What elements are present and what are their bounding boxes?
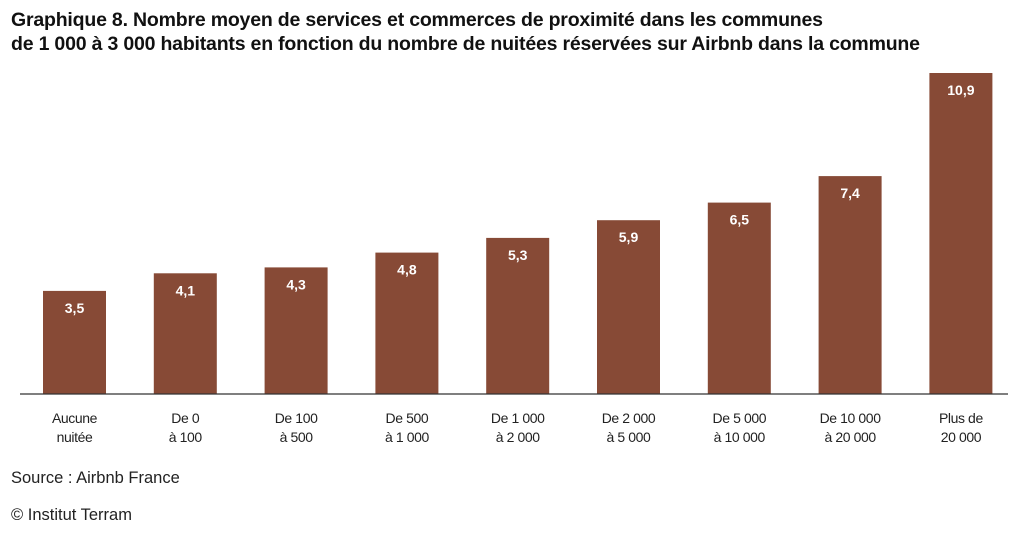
bar-value-label: 3,5 — [65, 300, 85, 316]
copyright-note: © Institut Terram — [11, 506, 132, 524]
chart-title: Graphique 8. Nombre moyen de services et… — [11, 8, 1016, 56]
bar — [707, 202, 771, 394]
bar — [486, 237, 550, 394]
chart-title-prefix: Graphique 8. — [11, 9, 128, 31]
x-tick-label: De 1 000 — [491, 410, 545, 426]
x-tick-label: à 20 000 — [824, 429, 876, 445]
bar — [375, 252, 439, 394]
bar — [818, 176, 882, 394]
x-tick-labels-group: Aucune nuitée De 0 à 100 De 100 à 500 De 500 à … — [52, 410, 984, 445]
bar-value-label: 7,4 — [840, 185, 860, 201]
x-tick-label: De 0 — [171, 410, 200, 426]
bar — [43, 290, 106, 394]
source-note: Source : Airbnb France — [11, 469, 180, 487]
x-tick-label: De 2 000 — [602, 410, 656, 426]
x-tick-label: à 10 000 — [714, 429, 766, 445]
x-tick-label: à 500 — [280, 429, 314, 445]
bar-value-label: 6,5 — [730, 212, 750, 228]
bars-group: 3,5 4,1 4,3 4,8 5,3 5,9 6,5 7,4 10,9 — [43, 73, 993, 394]
bar-value-label: 4,3 — [286, 276, 306, 292]
x-tick-label: à 5 000 — [607, 429, 652, 445]
bar-value-label: 10,9 — [947, 82, 974, 98]
bar — [929, 73, 993, 394]
bar-value-label: 4,8 — [397, 262, 417, 278]
chart-title-line-2: de 1 000 à 3 000 habitants en fonction d… — [11, 33, 920, 55]
x-tick-label: De 500 — [386, 410, 429, 426]
chart-title-text-line-1: Nombre moyen de services et commerces de… — [133, 9, 823, 31]
x-tick-label: De 100 — [275, 410, 318, 426]
x-tick-label: Aucune — [52, 410, 98, 426]
bar-value-label: 5,9 — [619, 229, 639, 245]
x-tick-label: Plus de — [939, 410, 984, 426]
bar — [597, 220, 660, 394]
bar — [264, 267, 328, 394]
chart-title-line-1: Graphique 8. Nombre moyen de services et… — [11, 8, 1016, 32]
x-tick-label: De 10 000 — [820, 410, 882, 426]
x-tick-label: 20 000 — [941, 429, 982, 445]
bar-value-label: 4,1 — [176, 282, 196, 298]
bar-value-label: 5,3 — [508, 247, 528, 263]
x-tick-label: à 100 — [169, 429, 203, 445]
x-tick-label: à 1 000 — [385, 429, 430, 445]
bar — [153, 273, 217, 394]
x-tick-label: De 5 000 — [712, 410, 766, 426]
x-tick-label: nuitée — [57, 429, 93, 445]
x-tick-label: à 2 000 — [496, 429, 541, 445]
